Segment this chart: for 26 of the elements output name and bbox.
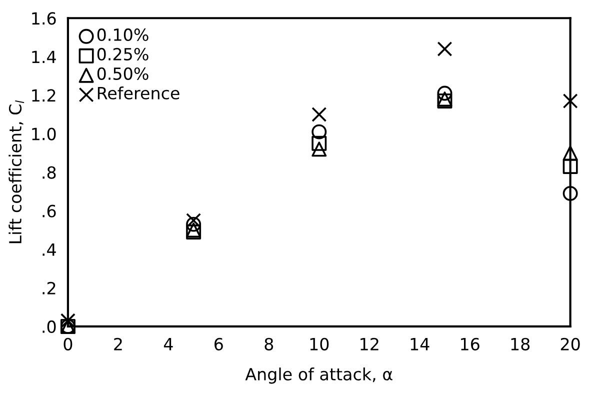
x-tick-label: 4 [164, 338, 173, 350]
y-tick-label: 1.4 [32, 50, 56, 64]
legend-label: 0.10% [97, 28, 148, 42]
x-tick-label: 0 [64, 338, 72, 350]
x-tick-label: 6 [214, 338, 223, 350]
y-tick-label: .2 [42, 282, 56, 294]
x-tick-label: 8 [264, 338, 274, 350]
y-tick-label: 1.0 [32, 128, 56, 140]
y-tick-label: 1.2 [32, 89, 56, 102]
y-tick-label: 1.6 [32, 12, 56, 25]
x-tick-label: 14 [410, 338, 430, 350]
y-tick-label: .6 [42, 204, 56, 218]
legend-label: 0.50% [97, 67, 148, 80]
x-axis-title: Angle of attack, α [245, 368, 392, 384]
x-tick-label: 20 [560, 338, 580, 350]
y-tick-label: .4 [42, 244, 56, 256]
x-tick-label: 12 [360, 338, 378, 350]
x-tick-label: 16 [461, 338, 480, 350]
y-tick-label: .8 [42, 166, 56, 179]
legend-label: Reference [98, 86, 180, 100]
legend-label: 0.25% [97, 48, 148, 60]
x-tick-label: 18 [511, 338, 530, 350]
x-tick-label: 2 [114, 338, 122, 350]
x-tick-label: 10 [310, 338, 329, 350]
y-tick-label: .0 [42, 320, 56, 333]
y-axis-title: Lift coefficient, C$_{l}$ [8, 100, 24, 244]
